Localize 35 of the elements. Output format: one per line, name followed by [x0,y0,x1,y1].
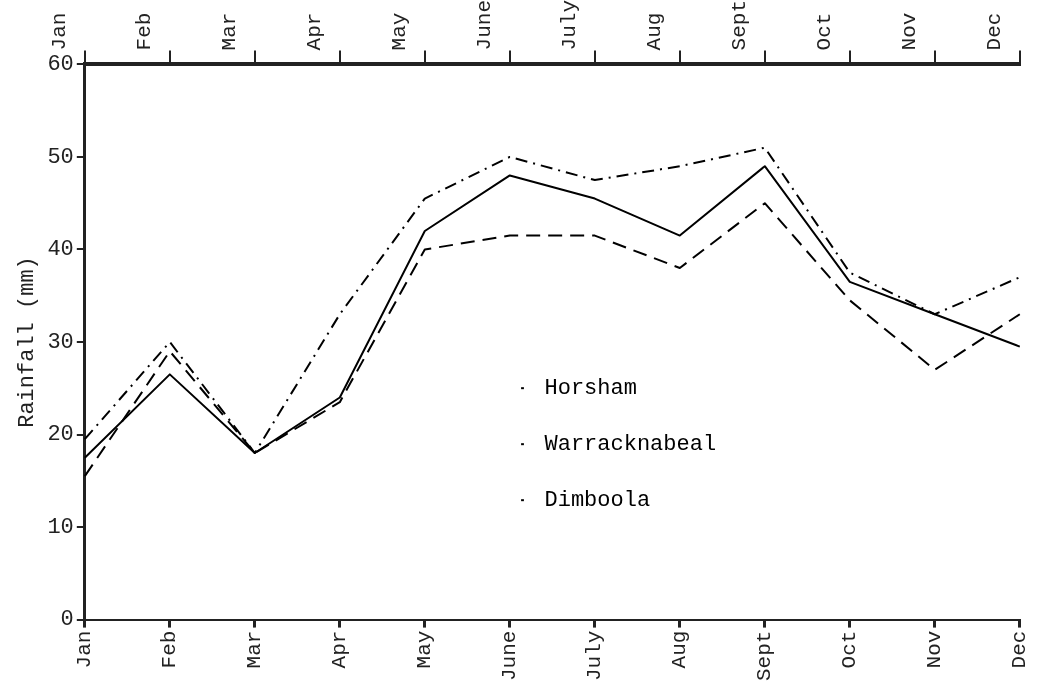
legend-label: Dimboola [544,488,651,514]
y-tick-label: 60 [47,52,74,78]
category-label: Sept [728,0,752,51]
category-label: May [388,12,412,51]
x-tick-label: Apr [328,630,352,669]
legend-label: Warracknabeal [544,432,717,458]
category-label: Jan [48,12,72,51]
y-axis-title: Rainfall (mm) [15,256,41,428]
category-label: Oct [813,12,837,51]
x-tick-label: June [498,630,522,682]
x-tick-label: Feb [158,630,182,669]
y-tick-label: 50 [47,144,74,170]
x-tick-label: Dec [1008,630,1032,669]
x-tick-label: Aug [668,630,692,669]
y-tick-label: 10 [47,514,74,540]
x-tick-label: Jan [73,630,97,669]
x-tick-label: May [413,630,437,669]
x-tick-label: Oct [838,630,862,669]
category-label: Feb [133,12,157,51]
x-tick-label: July [583,630,607,682]
y-tick-label: 0 [60,607,74,633]
y-tick-label: 40 [47,237,74,263]
category-label: Apr [303,12,327,51]
y-tick-label: 20 [47,422,74,448]
category-label: Mar [218,12,242,51]
x-tick-label: Mar [243,630,267,669]
category-label: July [558,0,582,51]
x-tick-label: Nov [923,630,947,669]
category-label: Aug [643,12,667,51]
category-label: Dec [983,12,1007,51]
legend-label: Horsham [544,376,637,402]
category-label: Nov [898,12,922,51]
y-tick-label: 30 [47,329,74,355]
x-tick-label: Sept [753,630,777,682]
category-label: June [473,0,497,51]
